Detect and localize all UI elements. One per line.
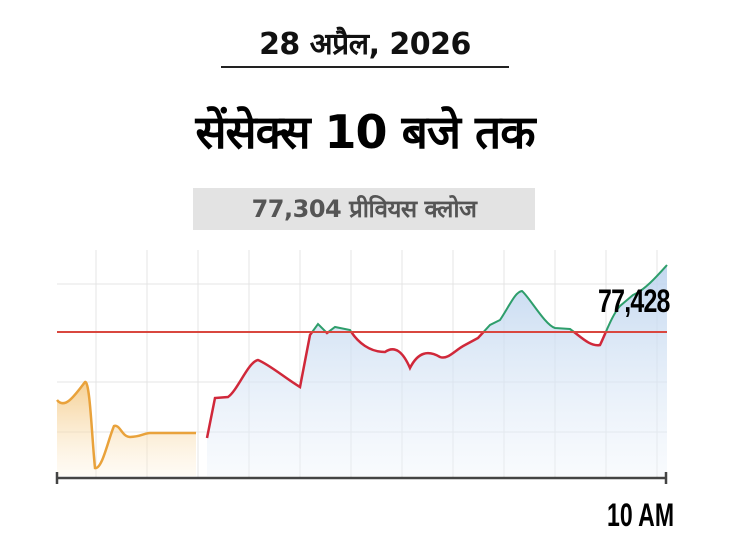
date-underline	[221, 66, 509, 68]
session-line-below-close	[205, 332, 608, 439]
date-heading: 28 अप्रैल, 2026	[259, 27, 471, 62]
x-axis-end-label: 10 AM	[607, 497, 675, 533]
x-axis	[55, 472, 668, 484]
pre-open-area	[57, 381, 196, 476]
last-value-label: 77,428	[598, 283, 670, 319]
session-area	[207, 265, 667, 476]
previous-close-badge: 77,304 प्रीवियस क्लोज	[193, 188, 535, 230]
page-title: सेंसेक्स 10 बजे तक	[195, 105, 535, 159]
pre-open-line	[56, 380, 196, 470]
